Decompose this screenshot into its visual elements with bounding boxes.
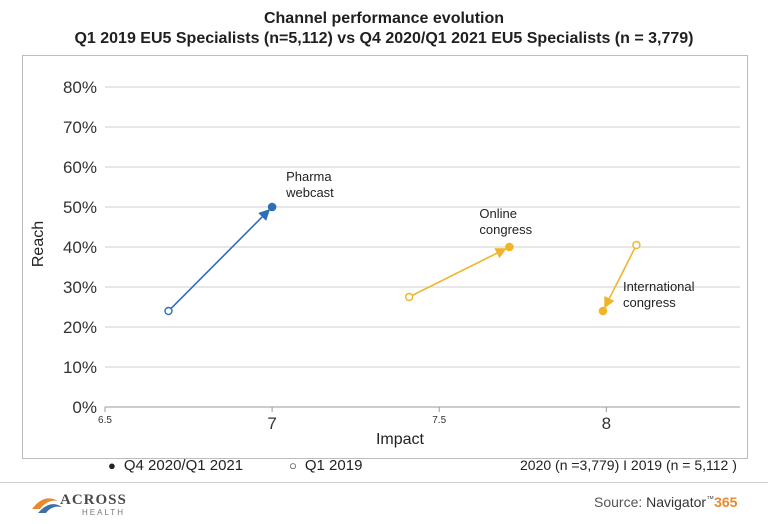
data-point-q1-2019	[404, 292, 414, 302]
source-credit: Source: Navigator™365	[594, 494, 737, 510]
legend-item-current: ● Q4 2020/Q1 2021	[108, 457, 243, 474]
series-label: Pharma	[286, 169, 332, 184]
x-tick-label: 7.5	[432, 415, 446, 426]
axes: 0% 10% 20% 30% 40% 50% 60% 70% 80% 6.5 7 7.5 8	[63, 78, 611, 433]
data-point-q4-2020	[598, 306, 608, 316]
series-label: congress	[479, 222, 532, 237]
legend-label-current: Q4 2020/Q1 2021	[123, 457, 244, 474]
source-number: 365	[714, 494, 738, 510]
trend-arrow	[604, 248, 636, 309]
y-tick-label: 10%	[63, 358, 97, 377]
data-point-q4-2020	[267, 202, 277, 212]
series-label: congress	[623, 295, 676, 310]
data-marks: PharmawebcastOnlinecongressInternational…	[164, 169, 695, 316]
sample-size-note: 2020 (n =3,779) I 2019 (n = 5,112 )	[520, 457, 737, 473]
data-point-q1-2019	[164, 306, 173, 316]
y-tick-label: 40%	[63, 238, 97, 257]
y-tick-label: 30%	[63, 278, 97, 297]
open-circle-icon: ○	[289, 458, 297, 473]
chart-subtitle: Q1 2019 EU5 Specialists (n=5,112) vs Q4 …	[74, 30, 694, 47]
x-tick-label: 7	[267, 414, 276, 433]
logo-subtext: HEALTH	[82, 508, 125, 517]
series-label: Online	[479, 206, 517, 221]
across-health-logo-icon	[32, 498, 62, 513]
series-label: webcast	[285, 185, 334, 200]
plot-frame	[22, 55, 748, 459]
y-tick-label: 60%	[63, 158, 97, 177]
y-tick-label: 0%	[72, 398, 97, 417]
x-axis-label: Impact	[376, 431, 425, 448]
trend-arrow	[170, 209, 271, 309]
data-point-q4-2020	[505, 242, 514, 252]
y-tick-label: 70%	[63, 118, 97, 137]
data-point-q1-2019	[632, 240, 641, 250]
logo-wordmark: ACROSS	[60, 492, 127, 508]
y-tick-label: 20%	[63, 318, 97, 337]
footer-divider	[0, 482, 768, 483]
trademark-symbol: ™	[706, 494, 715, 504]
series-label: International	[623, 279, 695, 294]
filled-circle-icon: ●	[108, 458, 116, 473]
grid-lines	[105, 86, 740, 408]
legend-item-previous: ○ Q1 2019	[289, 457, 362, 474]
trend-arrow	[412, 248, 507, 296]
x-tick-label: 6.5	[98, 415, 112, 426]
x-tick-label: 8	[602, 414, 611, 433]
chart-title: Channel performance evolution	[263, 10, 505, 27]
y-axis-label: Reach	[30, 221, 47, 267]
source-label: Source:	[594, 494, 643, 510]
y-tick-label: 80%	[63, 78, 97, 97]
y-tick-label: 50%	[63, 198, 97, 217]
legend-label-previous: Q1 2019	[304, 457, 363, 474]
source-brand: Navigator	[646, 494, 707, 510]
